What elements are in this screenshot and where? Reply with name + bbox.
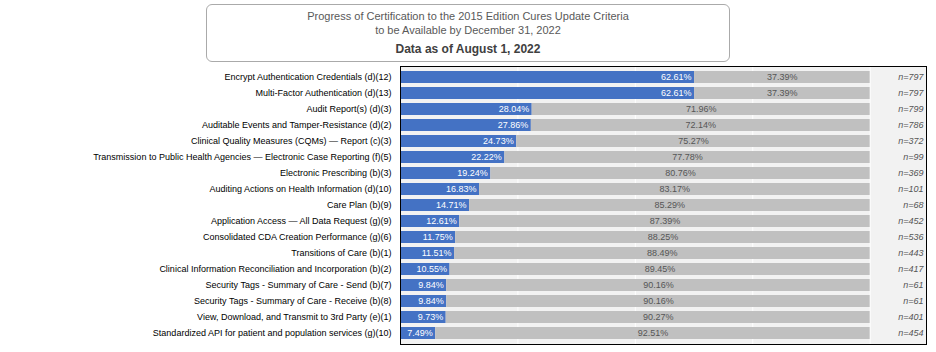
svg-text:Application Access — All Data: Application Access — All Data Request (g… xyxy=(211,216,392,226)
svg-text:14.71%: 14.71% xyxy=(436,200,467,210)
svg-text:n=799: n=799 xyxy=(898,104,923,114)
svg-text:Auditing Actions on Health Inf: Auditing Actions on Health Information (… xyxy=(209,184,391,194)
svg-text:10.55%: 10.55% xyxy=(417,264,448,274)
html-text:Data as of August 1, 2022: Data as of August 1, 2022 xyxy=(395,42,541,56)
svg-text:Standardized API for patient a: Standardized API for patient and populat… xyxy=(153,328,392,338)
svg-text:16.83%: 16.83% xyxy=(446,184,477,194)
svg-text:90.27%: 90.27% xyxy=(643,312,674,322)
svg-text:90.16%: 90.16% xyxy=(643,280,674,290)
svg-text:n=454: n=454 xyxy=(898,328,923,338)
svg-text:Auditable Events and Tamper-Re: Auditable Events and Tamper-Resistance (… xyxy=(202,120,391,130)
svg-text:83.17%: 83.17% xyxy=(660,184,691,194)
svg-text:77.78%: 77.78% xyxy=(672,152,703,162)
svg-text:Audit Report(s) (d)(3): Audit Report(s) (d)(3) xyxy=(306,104,391,114)
svg-text:9.84%: 9.84% xyxy=(418,280,444,290)
svg-text:View, Download, and Transmit t: View, Download, and Transmit to 3rd Part… xyxy=(197,312,391,322)
svg-text:n=797: n=797 xyxy=(898,88,924,98)
svg-text:n=61: n=61 xyxy=(903,280,923,290)
svg-text:n=417: n=417 xyxy=(898,264,924,274)
svg-text:Encrypt Authentication Credent: Encrypt Authentication Credentials (d)(1… xyxy=(224,72,391,82)
svg-text:Care Plan (b)(9): Care Plan (b)(9) xyxy=(327,200,392,210)
svg-text:Clinical Quality Measures (CQM: Clinical Quality Measures (CQMs) — Repor… xyxy=(191,136,392,146)
svg-text:22.22%: 22.22% xyxy=(471,152,502,162)
svg-text:n=68: n=68 xyxy=(903,200,923,210)
svg-text:Transitions of Care (b)(1): Transitions of Care (b)(1) xyxy=(291,248,391,258)
svg-text:90.16%: 90.16% xyxy=(643,296,674,306)
svg-text:62.61%: 62.61% xyxy=(661,88,692,98)
html-text:Progress of Certification to t: Progress of Certification to the 2015 Ed… xyxy=(307,10,629,36)
svg-text:19.24%: 19.24% xyxy=(457,168,488,178)
svg-text:37.39%: 37.39% xyxy=(767,88,798,98)
svg-text:88.49%: 88.49% xyxy=(647,248,678,258)
svg-text:Consolidated CDA Creation Perf: Consolidated CDA Creation Performance (g… xyxy=(203,232,392,242)
svg-text:88.25%: 88.25% xyxy=(648,232,679,242)
svg-text:92.51%: 92.51% xyxy=(638,328,669,338)
svg-text:11.75%: 11.75% xyxy=(423,232,453,242)
svg-text:28.04%: 28.04% xyxy=(499,104,530,114)
svg-text:n=443: n=443 xyxy=(898,248,923,258)
svg-text:27.86%: 27.86% xyxy=(498,120,529,130)
svg-text:n=99: n=99 xyxy=(903,152,923,162)
svg-text:9.84%: 9.84% xyxy=(418,296,444,306)
svg-text:n=401: n=401 xyxy=(898,312,923,322)
svg-text:37.39%: 37.39% xyxy=(767,72,798,82)
svg-text:Security Tags - Summary of Car: Security Tags - Summary of Care - Send (… xyxy=(206,280,392,290)
svg-text:87.39%: 87.39% xyxy=(650,216,681,226)
svg-text:85.29%: 85.29% xyxy=(655,200,686,210)
svg-text:n=536: n=536 xyxy=(898,232,923,242)
svg-text:n=61: n=61 xyxy=(903,296,923,306)
svg-text:72.14%: 72.14% xyxy=(685,120,716,130)
svg-text:Multi-Factor Authentication (d: Multi-Factor Authentication (d)(13) xyxy=(255,88,391,98)
svg-text:9.73%: 9.73% xyxy=(418,312,444,322)
svg-text:Transmission to Public Health: Transmission to Public Health Agencies —… xyxy=(93,152,391,162)
svg-text:Electronic Prescribing (b)(3): Electronic Prescribing (b)(3) xyxy=(280,168,392,178)
svg-text:n=101: n=101 xyxy=(898,184,923,194)
svg-text:24.73%: 24.73% xyxy=(483,136,514,146)
svg-text:75.27%: 75.27% xyxy=(678,136,709,146)
svg-text:n=369: n=369 xyxy=(898,168,923,178)
svg-text:n=372: n=372 xyxy=(898,136,923,146)
svg-text:7.49%: 7.49% xyxy=(407,328,433,338)
svg-text:11.51%: 11.51% xyxy=(422,248,452,258)
svg-text:n=452: n=452 xyxy=(898,216,923,226)
svg-text:n=786: n=786 xyxy=(898,120,923,130)
svg-text:Security Tags - Summary of Car: Security Tags - Summary of Care - Receiv… xyxy=(194,296,391,306)
svg-text:89.45%: 89.45% xyxy=(645,264,676,274)
svg-text:Clinical Information Reconcili: Clinical Information Reconciliation and … xyxy=(159,264,391,274)
svg-text:62.61%: 62.61% xyxy=(661,72,692,82)
svg-text:80.76%: 80.76% xyxy=(665,168,696,178)
svg-text:n=797: n=797 xyxy=(898,72,924,82)
svg-text:12.61%: 12.61% xyxy=(426,216,457,226)
svg-text:71.96%: 71.96% xyxy=(686,104,717,114)
